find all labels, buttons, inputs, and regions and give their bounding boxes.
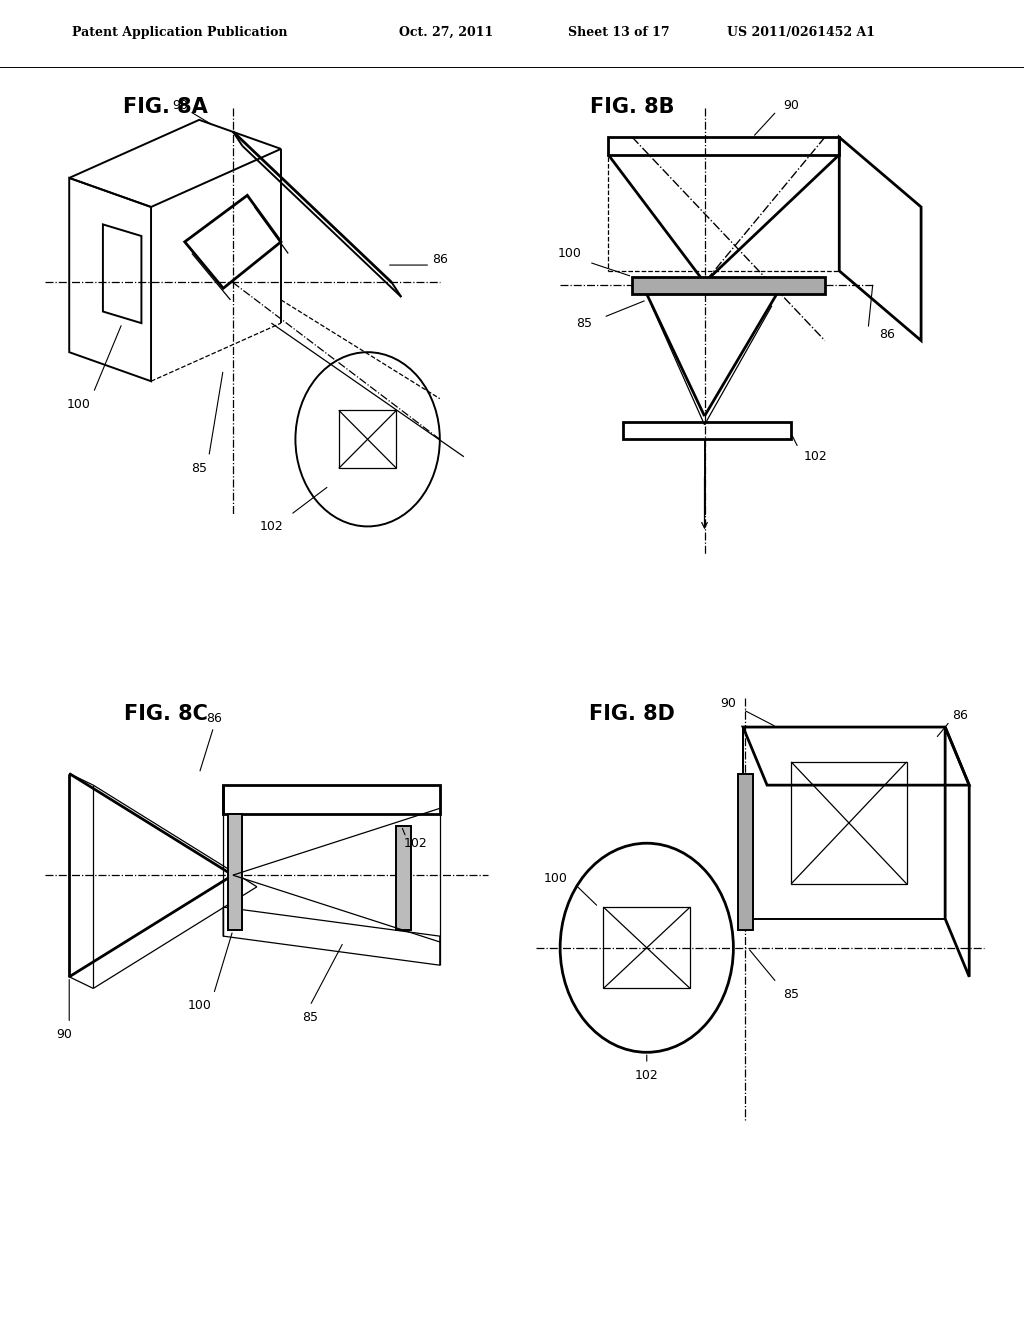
- Text: Oct. 27, 2011: Oct. 27, 2011: [399, 26, 494, 40]
- Text: 100: 100: [187, 999, 211, 1012]
- Text: 85: 85: [191, 462, 207, 475]
- Polygon shape: [396, 826, 411, 931]
- Text: 85: 85: [302, 1011, 317, 1024]
- Text: FIG. 8D: FIG. 8D: [590, 704, 675, 723]
- Text: 86: 86: [432, 252, 447, 265]
- Text: 86: 86: [206, 711, 221, 725]
- Text: 85: 85: [783, 987, 799, 1001]
- Text: 102: 102: [403, 837, 428, 850]
- Text: 90: 90: [56, 1028, 73, 1041]
- Text: FIG. 8B: FIG. 8B: [590, 96, 675, 116]
- Text: 102: 102: [259, 520, 284, 533]
- Text: Sheet 13 of 17: Sheet 13 of 17: [568, 26, 670, 40]
- Text: FIG. 8C: FIG. 8C: [124, 704, 208, 723]
- Text: 100: 100: [558, 247, 582, 260]
- Text: 90: 90: [783, 99, 799, 112]
- Polygon shape: [632, 277, 825, 294]
- Polygon shape: [228, 814, 243, 931]
- Text: Patent Application Publication: Patent Application Publication: [72, 26, 287, 40]
- Text: FIG. 8A: FIG. 8A: [123, 96, 208, 116]
- Text: 100: 100: [67, 397, 91, 411]
- Text: 102: 102: [804, 450, 827, 463]
- Text: 85: 85: [577, 317, 592, 330]
- Polygon shape: [738, 774, 753, 931]
- Text: US 2011/0261452 A1: US 2011/0261452 A1: [727, 26, 876, 40]
- Text: 102: 102: [635, 1069, 658, 1082]
- Text: 90: 90: [172, 99, 187, 112]
- Text: 90: 90: [721, 697, 736, 710]
- Text: 86: 86: [880, 329, 895, 342]
- Text: 100: 100: [544, 871, 567, 884]
- Text: 86: 86: [951, 709, 968, 722]
